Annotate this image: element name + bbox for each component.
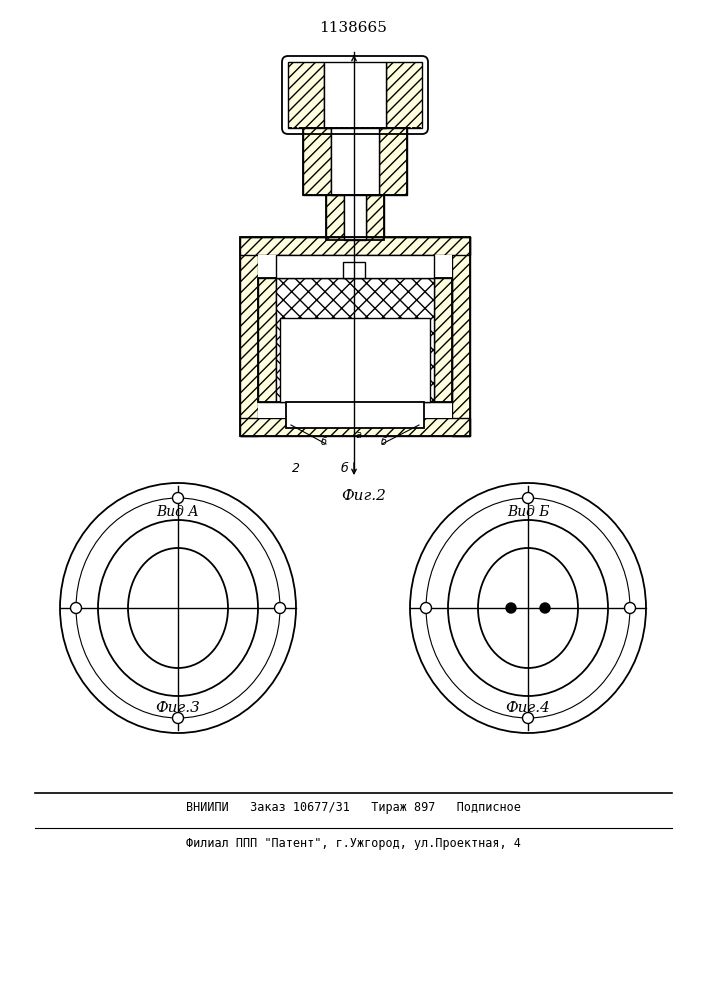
Bar xyxy=(326,195,384,240)
Ellipse shape xyxy=(128,548,228,668)
Circle shape xyxy=(624,602,636,613)
Bar xyxy=(326,195,344,240)
Text: 2: 2 xyxy=(292,462,300,475)
Bar xyxy=(286,402,424,428)
Bar xyxy=(303,128,407,195)
Text: в: в xyxy=(170,581,176,591)
Bar xyxy=(240,418,470,436)
Bar xyxy=(240,237,470,255)
Text: б: б xyxy=(182,625,189,635)
Ellipse shape xyxy=(98,520,258,696)
Bar xyxy=(379,128,407,195)
Text: Вид А: Вид А xyxy=(157,505,199,519)
Bar xyxy=(276,278,434,402)
Bar xyxy=(258,278,452,402)
Bar xyxy=(280,318,430,402)
Bar xyxy=(331,128,379,195)
Text: Фиг.3: Фиг.3 xyxy=(156,701,201,715)
Text: б: б xyxy=(547,586,554,596)
Ellipse shape xyxy=(60,483,296,733)
Bar xyxy=(434,278,452,402)
Bar xyxy=(303,128,331,195)
Circle shape xyxy=(522,712,534,724)
Bar xyxy=(258,278,276,402)
Bar xyxy=(324,62,386,128)
Circle shape xyxy=(71,602,81,613)
Bar xyxy=(276,255,434,278)
Bar xyxy=(240,237,470,436)
Text: а: а xyxy=(356,430,362,440)
Text: б: б xyxy=(381,437,387,447)
Text: Филиал ППП "Патент", г.Ужгород, ул.Проектная, 4: Филиал ППП "Патент", г.Ужгород, ул.Проек… xyxy=(185,836,520,850)
Circle shape xyxy=(274,602,286,613)
Text: а: а xyxy=(156,600,163,610)
Circle shape xyxy=(173,712,184,724)
Text: ВНИИПИ   Заказ 10677/31   Тираж 897   Подписное: ВНИИПИ Заказ 10677/31 Тираж 897 Подписно… xyxy=(185,802,520,814)
Circle shape xyxy=(173,492,184,504)
Ellipse shape xyxy=(426,498,630,718)
Text: Вид Б: Вид Б xyxy=(507,505,549,519)
Text: 1138665: 1138665 xyxy=(319,21,387,35)
Text: б: б xyxy=(321,437,327,447)
Text: Фиг.4: Фиг.4 xyxy=(506,701,551,715)
Text: Фиг.2: Фиг.2 xyxy=(341,489,387,503)
Bar xyxy=(452,237,470,436)
Ellipse shape xyxy=(410,483,646,733)
Ellipse shape xyxy=(448,520,608,696)
Bar xyxy=(344,195,366,240)
Circle shape xyxy=(522,492,534,504)
Text: а: а xyxy=(532,623,539,633)
Circle shape xyxy=(540,603,550,613)
Bar xyxy=(288,62,324,128)
Bar xyxy=(240,237,258,436)
Circle shape xyxy=(421,602,431,613)
Bar xyxy=(366,195,384,240)
Ellipse shape xyxy=(478,548,578,668)
Bar xyxy=(258,255,452,418)
Ellipse shape xyxy=(76,498,280,718)
Text: б: б xyxy=(503,586,510,596)
Bar xyxy=(386,62,422,128)
Circle shape xyxy=(506,603,516,613)
Bar xyxy=(343,262,365,278)
Text: б: б xyxy=(340,462,348,475)
